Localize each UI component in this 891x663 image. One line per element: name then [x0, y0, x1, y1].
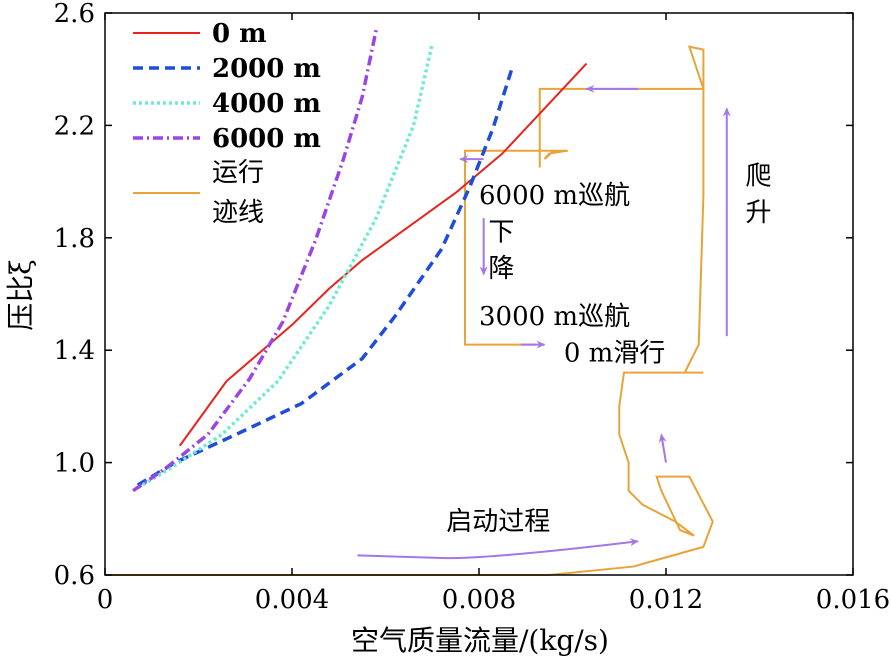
y-tick-label: 1.4	[54, 336, 95, 366]
legend-label-trajectory-1: 运行	[212, 158, 264, 188]
annotation-label-8: 启动过程	[446, 507, 550, 537]
y-tick-label: 0.6	[54, 561, 95, 591]
annotation-label-7: 升	[745, 198, 771, 228]
x-tick-label: 0.008	[442, 585, 516, 615]
axis-ticks: 0 0.004 0.008 0.012 0.016 0.6 1.0 1.4 1.8 2.2 2.6	[54, 0, 891, 615]
x-tick-label: 0.012	[629, 585, 703, 615]
phase-arrow-6	[658, 433, 667, 463]
series-line-4000-m	[136, 43, 434, 490]
x-axis-title: 空气质量流量/(kg/s)	[351, 624, 609, 657]
annotation-label-2: 下	[488, 218, 514, 248]
y-axis-title: 压比ξ	[4, 259, 37, 330]
annotation-label-3: 降	[488, 254, 514, 284]
legend-label-4000-m: 4000 m	[212, 89, 321, 119]
legend-label-trajectory-2: 迹线	[212, 198, 264, 228]
x-tick-label: 0	[97, 585, 114, 615]
series-line-2000-m	[136, 68, 514, 487]
y-tick-label: 1.8	[54, 224, 95, 254]
x-tick-label: 0.004	[255, 585, 329, 615]
y-tick-label: 1.0	[54, 449, 95, 479]
trajectory-line	[105, 45, 714, 576]
series-line-6000-m	[132, 29, 378, 493]
phase-arrow-7	[357, 538, 639, 560]
legend-label-0-m: 0 m	[212, 19, 267, 49]
annotation-label-5: 0 m滑行	[564, 338, 665, 368]
legend-label-2000-m: 2000 m	[212, 54, 321, 84]
annotation-label-4: 3000 m巡航	[479, 302, 630, 332]
y-tick-label: 2.6	[54, 0, 95, 29]
legend-label-6000-m: 6000 m	[212, 124, 321, 154]
y-tick-label: 2.2	[54, 111, 95, 141]
x-tick-label: 0.016	[816, 585, 890, 615]
annotation-label-1: 6000 m巡航	[479, 181, 630, 211]
annotation-label-6: 爬	[745, 161, 771, 191]
plot-area	[105, 29, 714, 576]
series-line-0-m	[178, 62, 588, 447]
